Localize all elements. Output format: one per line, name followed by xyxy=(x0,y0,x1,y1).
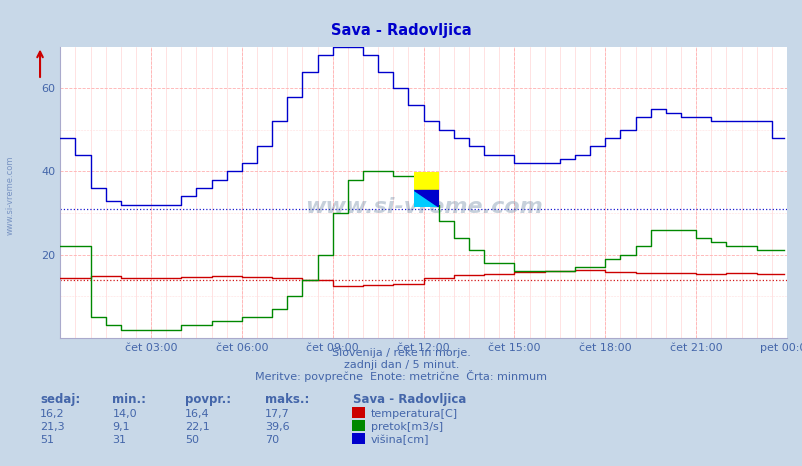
Text: zadnji dan / 5 minut.: zadnji dan / 5 minut. xyxy=(343,360,459,370)
Text: višina[cm]: višina[cm] xyxy=(371,434,429,445)
Text: www.si-vreme.com: www.si-vreme.com xyxy=(6,156,15,235)
Text: 16,2: 16,2 xyxy=(40,409,65,419)
Text: 9,1: 9,1 xyxy=(112,422,130,432)
Text: pretok[m3/s]: pretok[m3/s] xyxy=(371,422,443,432)
Text: temperatura[C]: temperatura[C] xyxy=(371,409,457,419)
Text: 51: 51 xyxy=(40,435,54,445)
Text: www.si-vreme.com: www.si-vreme.com xyxy=(304,197,542,217)
Text: 22,1: 22,1 xyxy=(184,422,209,432)
Text: Meritve: povprečne  Enote: metrične  Črta: minmum: Meritve: povprečne Enote: metrične Črta:… xyxy=(255,370,547,382)
Text: 31: 31 xyxy=(112,435,126,445)
Text: Sava - Radovljica: Sava - Radovljica xyxy=(330,23,472,38)
Text: 16,4: 16,4 xyxy=(184,409,209,419)
Text: 17,7: 17,7 xyxy=(265,409,290,419)
Text: maks.:: maks.: xyxy=(265,393,309,406)
Polygon shape xyxy=(413,190,439,207)
Text: 39,6: 39,6 xyxy=(265,422,290,432)
Text: 70: 70 xyxy=(265,435,279,445)
Bar xyxy=(413,172,439,190)
Text: povpr.:: povpr.: xyxy=(184,393,230,406)
Text: sedaj:: sedaj: xyxy=(40,393,80,406)
Text: 21,3: 21,3 xyxy=(40,422,65,432)
Text: min.:: min.: xyxy=(112,393,146,406)
Text: Slovenija / reke in morje.: Slovenija / reke in morje. xyxy=(332,349,470,358)
Text: Sava - Radovljica: Sava - Radovljica xyxy=(353,393,466,406)
Text: 14,0: 14,0 xyxy=(112,409,137,419)
Polygon shape xyxy=(413,190,439,207)
Text: 50: 50 xyxy=(184,435,198,445)
